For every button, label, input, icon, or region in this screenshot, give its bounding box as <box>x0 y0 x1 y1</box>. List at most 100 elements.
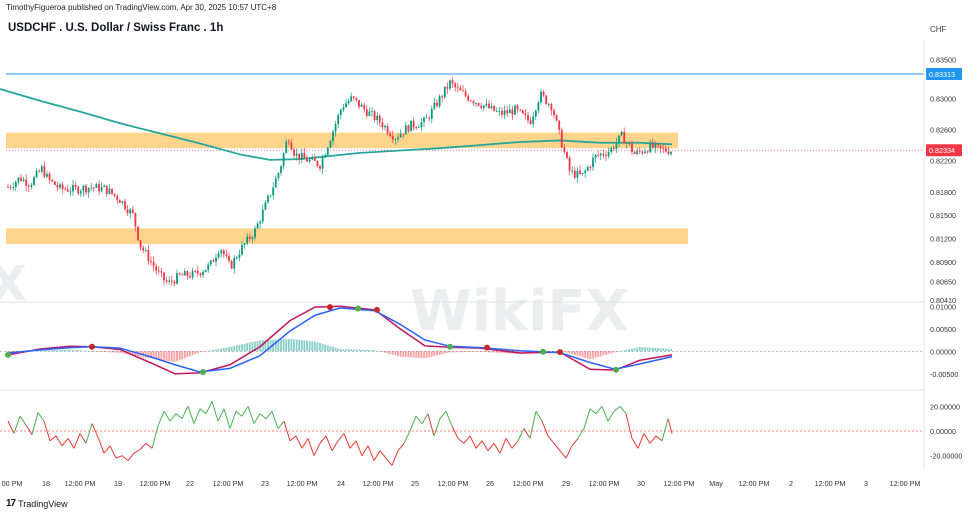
candle-body <box>514 105 516 115</box>
candle-body <box>584 170 587 173</box>
candle-body <box>339 109 342 115</box>
macd-histogram-bar <box>631 348 633 352</box>
candle-body <box>324 154 327 158</box>
oscillator-segment <box>553 443 561 452</box>
macd-histogram-bar <box>285 339 288 352</box>
macd-histogram-bar <box>345 349 347 352</box>
candle-body <box>79 191 82 194</box>
macd-histogram-bar <box>64 349 67 352</box>
candle-body <box>501 110 503 115</box>
macd-histogram-bar <box>191 351 194 356</box>
macd-histogram-bar <box>384 351 386 353</box>
candle-body <box>100 186 103 192</box>
candle-body <box>477 102 480 106</box>
candle-body <box>311 157 314 160</box>
candle-body <box>228 256 230 262</box>
candle-body <box>269 195 272 197</box>
macd-histogram-bar <box>332 346 334 352</box>
time-tick: 25 <box>411 479 419 488</box>
oscillator-segment <box>253 413 261 424</box>
candle-body <box>194 270 197 272</box>
macd-histogram-bar <box>163 351 165 361</box>
time-tick: 12:00 PM <box>589 479 620 488</box>
oscillator-segment <box>295 435 303 449</box>
oscillator-segment <box>361 445 369 456</box>
macd-histogram-bar <box>407 351 410 358</box>
candle-body <box>116 195 119 201</box>
candle-body <box>516 105 519 110</box>
candle-body <box>631 143 633 153</box>
macd-histogram-bar <box>38 350 41 352</box>
macd-histogram-bar <box>241 344 243 352</box>
candle-body <box>506 110 509 114</box>
macd-histogram-bar <box>150 351 152 359</box>
candle-body <box>646 151 649 153</box>
candle-body <box>363 104 366 110</box>
oscillator-segment <box>307 438 315 456</box>
candle-body <box>243 243 246 245</box>
candle-body <box>186 271 189 277</box>
macd-histogram-bar <box>350 349 353 352</box>
candle-body <box>618 135 620 143</box>
candle-body <box>272 187 275 196</box>
candle-body <box>316 160 319 166</box>
macd-histogram-bar <box>48 349 51 352</box>
macd-histogram-bar <box>410 351 412 358</box>
macd-histogram-bar <box>415 351 418 358</box>
macd-histogram-bar <box>423 351 425 359</box>
candle-body <box>160 271 163 273</box>
oscillator-segment <box>601 406 609 422</box>
oscillator-segment <box>199 408 207 415</box>
candle-body <box>386 126 389 134</box>
oscillator-segment <box>373 450 381 461</box>
candle-body <box>482 105 485 108</box>
candle-body <box>337 114 340 124</box>
macd-histogram-bar <box>87 350 90 352</box>
candle-body <box>586 166 589 171</box>
macd-histogram-bar <box>306 340 308 352</box>
oscillator-segment <box>499 438 507 454</box>
macd-histogram-bar <box>417 351 420 358</box>
oscillator-segment <box>511 440 519 449</box>
candle-body <box>534 110 537 117</box>
macd-tick: 0.01000 <box>930 302 956 311</box>
candle-body <box>35 170 38 178</box>
macd-histogram-bar <box>337 348 340 352</box>
price-tick: 0.80650 <box>930 277 956 286</box>
macd-histogram-bar <box>246 343 249 352</box>
macd-histogram-bar <box>313 341 316 352</box>
chart-title: USDCHF . U.S. Dollar / Swiss Franc . 1h <box>8 22 224 34</box>
macd-histogram-bar <box>495 351 498 353</box>
candle-body <box>51 179 54 182</box>
macd-histogram-bar <box>298 339 301 352</box>
macd-histogram-bar <box>339 349 342 352</box>
candle-body <box>152 261 155 267</box>
candle-body <box>246 236 249 244</box>
candle-body <box>27 185 30 187</box>
time-tick: 12:00 PM <box>287 479 318 488</box>
oscillator-segment <box>289 435 297 442</box>
support-zone <box>6 228 688 244</box>
candle-body <box>391 136 394 140</box>
candle-body <box>651 142 654 148</box>
oscillator-segment <box>343 433 351 449</box>
candle-body <box>373 111 376 121</box>
macd-histogram-bar <box>363 349 366 352</box>
candle-body <box>345 103 347 108</box>
macd-histogram-bar <box>155 351 158 360</box>
macd-histogram-bar <box>594 351 597 358</box>
macd-histogram-bar <box>131 351 134 356</box>
oscillator-segment <box>547 435 555 444</box>
oscillator-segment <box>151 425 159 449</box>
candle-body <box>173 281 176 284</box>
oscillator-segment <box>427 413 435 437</box>
candle-body <box>329 141 332 148</box>
oscillator-segment <box>559 450 567 459</box>
time-tick: 3 <box>864 479 868 488</box>
macd-histogram-bar <box>589 351 592 360</box>
candle-body <box>56 185 59 188</box>
oscillator-segment <box>55 435 63 447</box>
candle-body <box>592 157 594 168</box>
macd-cross-dot <box>374 306 380 313</box>
